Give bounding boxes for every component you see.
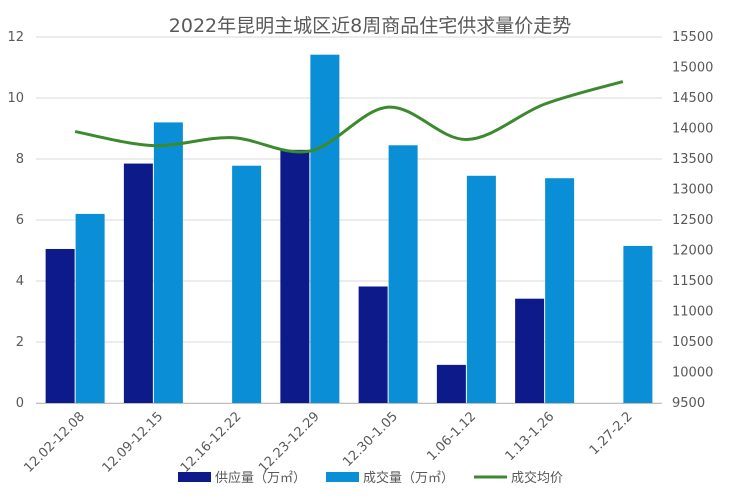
bar (436, 364, 466, 403)
bar (358, 286, 388, 403)
bar (310, 54, 340, 403)
price-line-path (74, 80, 624, 154)
bar (545, 178, 575, 403)
bar (515, 298, 545, 403)
y-right-tick-label: 15000 (672, 61, 713, 76)
legend-item: 成交量（万㎡） (326, 470, 454, 486)
legend-swatch (326, 472, 359, 482)
legend: 供应量（万㎡） 成交量（万㎡） 成交均价 (178, 470, 563, 486)
y-right-tick-label: 15500 (672, 30, 713, 45)
y-left-tick-label: 10 (7, 91, 24, 106)
bar (45, 248, 75, 403)
bar (153, 122, 183, 404)
y-right-tick-label: 11000 (672, 305, 713, 320)
y-right-tick-label: 14500 (672, 91, 713, 106)
bar (388, 145, 418, 403)
bar (466, 175, 496, 403)
y-left-tick-label: 8 (16, 152, 24, 167)
bar (623, 245, 653, 403)
x-tick-label: 1.06-1.12 (424, 409, 479, 464)
price-line (74, 80, 624, 154)
bar (232, 165, 262, 403)
y-left-tick-label: 0 (16, 396, 24, 411)
x-tick-label: 12.09-12.15 (100, 409, 167, 476)
y-right-tick-label: 11500 (672, 274, 713, 289)
y-right-tick-label: 14000 (672, 122, 713, 137)
y-axis-right: 9500 10000 10500 11000 11500 12000 12500 13000 1… (672, 30, 713, 411)
y-right-tick-label: 13500 (672, 152, 713, 167)
y-left-tick-label: 2 (16, 335, 24, 350)
legend-label: 成交量（万㎡） (363, 470, 454, 486)
chart-title: 2022年昆明主城区近8周商品住宅供求量价走势 (169, 15, 571, 37)
x-tick-label: 1.13-1.26 (503, 409, 558, 464)
y-axis-left: 0 2 4 6 8 10 12 (7, 30, 24, 411)
x-axis: 12.02-12.08 12.09-12.15 12.16-12.22 12.23-1… (21, 403, 662, 476)
bar (75, 213, 105, 403)
y-left-tick-label: 12 (7, 30, 24, 45)
y-right-tick-label: 10500 (672, 335, 713, 350)
legend-item: 成交均价 (474, 470, 563, 486)
y-right-tick-label: 12500 (672, 213, 713, 228)
legend-item: 供应量（万㎡） (178, 470, 306, 486)
bars (45, 54, 653, 404)
y-left-tick-label: 6 (16, 213, 24, 228)
y-right-tick-label: 12000 (672, 244, 713, 259)
y-right-tick-label: 10000 (672, 366, 713, 381)
legend-label: 成交均价 (511, 470, 563, 486)
y-right-tick-label: 13000 (672, 183, 713, 198)
y-left-tick-label: 4 (16, 274, 24, 289)
legend-swatch (178, 472, 211, 482)
x-tick-label: 12.02-12.08 (21, 409, 88, 476)
x-tick-label: 12.23-12.29 (256, 409, 323, 476)
y-right-tick-label: 9500 (672, 396, 705, 411)
bar (123, 163, 153, 403)
x-tick-label: 12.16-12.22 (178, 409, 245, 476)
bar (280, 149, 310, 403)
legend-label: 供应量（万㎡） (215, 470, 306, 486)
x-tick-label: 1.27-2.2 (587, 409, 636, 458)
x-tick-label: 12.30-1.05 (340, 409, 401, 470)
